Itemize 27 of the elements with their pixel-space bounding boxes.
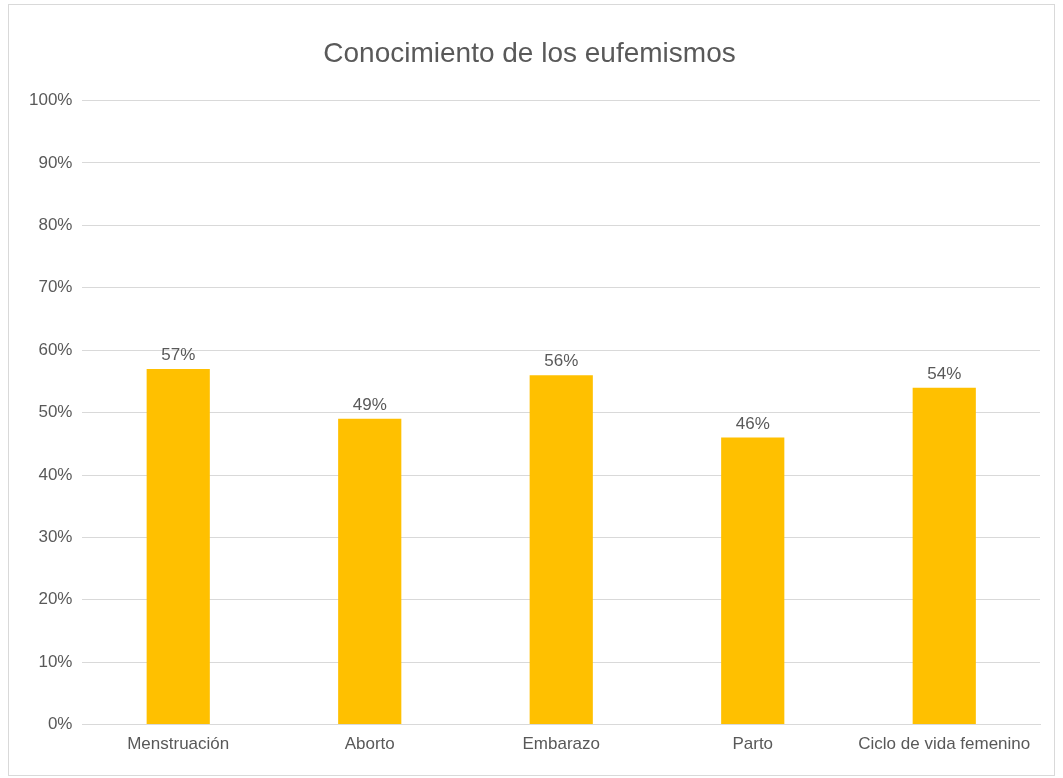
data-label: 49% [352, 395, 387, 415]
y-tick-label: 20% [38, 589, 73, 609]
y-tick-label: 60% [38, 339, 73, 359]
data-label: 46% [735, 413, 770, 433]
x-tick-label: Aborto [344, 734, 395, 754]
bar [146, 368, 210, 725]
bar [721, 437, 785, 725]
x-tick-label: Ciclo de vida femenino [858, 734, 1031, 754]
bar [338, 418, 402, 725]
y-tick-label: 30% [38, 527, 73, 547]
y-tick-label: 70% [38, 277, 73, 297]
chart-title: Conocimiento de los eufemismos [323, 36, 736, 68]
data-label: 57% [161, 345, 196, 365]
y-tick-label: 80% [38, 215, 73, 235]
y-tick-label: 0% [47, 714, 73, 734]
y-tick-label: 50% [38, 402, 73, 422]
x-tick-label: Parto [732, 734, 774, 754]
data-label: 54% [927, 363, 962, 383]
x-tick-label: Menstruación [127, 734, 230, 754]
y-tick-label: 100% [29, 90, 73, 110]
bar [529, 375, 593, 725]
y-tick-label: 90% [38, 152, 73, 172]
bar [912, 387, 976, 725]
x-tick-label: Embarazo [522, 734, 600, 754]
y-tick-label: 40% [38, 464, 73, 484]
data-label: 56% [544, 351, 579, 371]
y-tick-label: 10% [38, 651, 73, 671]
